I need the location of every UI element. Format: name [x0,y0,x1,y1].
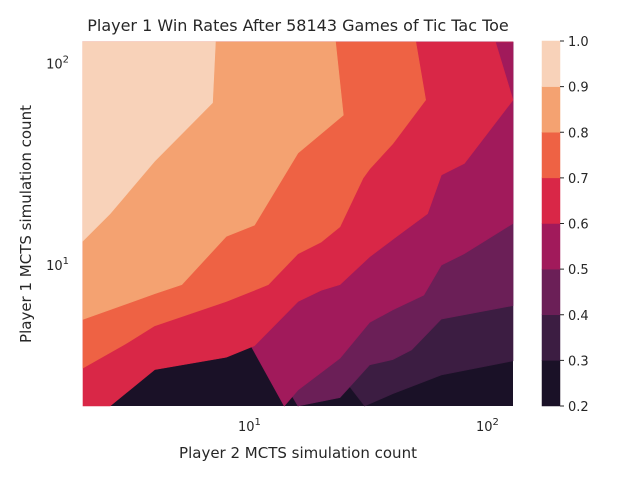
chart-title: Player 1 Win Rates After 58143 Games of … [87,16,509,35]
x-axis-label: Player 2 MCTS simulation count [179,444,417,462]
colorbar-tick-label: 0.6 [568,218,589,233]
y-tick-label: 101 [46,256,69,274]
x-tick-label: 101 [238,417,261,435]
colorbar-tick-label: 1.0 [568,35,589,50]
colorbar-tick-label: 0.4 [568,309,589,324]
colorbar-tick-label: 0.2 [568,400,589,415]
x-axis-ticks: 101 102 [238,417,499,435]
colorbar-swatch [541,223,561,270]
colorbar-swatch [541,86,561,133]
y-tick-label: 102 [46,55,69,73]
colorbar-swatch [541,360,561,407]
colorbar-swatch [541,177,561,224]
colorbar-swatch [541,40,561,87]
colorbar-tick-label: 0.8 [568,126,589,141]
contour-band-0.9-1 [82,41,216,242]
colorbar-swatch [541,314,561,361]
colorbar: 0.2 0.3 0.4 0.5 0.6 0.7 0.8 0.9 1.0 [541,35,589,415]
colorbar-tick-label: 0.7 [568,172,589,187]
plot-area [82,41,514,407]
colorbar-swatch [541,268,561,315]
colorbar-tick-label: 0.3 [568,354,589,369]
y-axis-ticks: 101 102 [46,55,69,275]
colorbar-tick-label: 0.9 [568,81,589,96]
colorbar-swatch [541,132,561,179]
x-tick-label: 102 [476,417,499,435]
y-axis-label: Player 1 MCTS simulation count [17,105,35,343]
colorbar-tick-label: 0.5 [568,263,589,278]
